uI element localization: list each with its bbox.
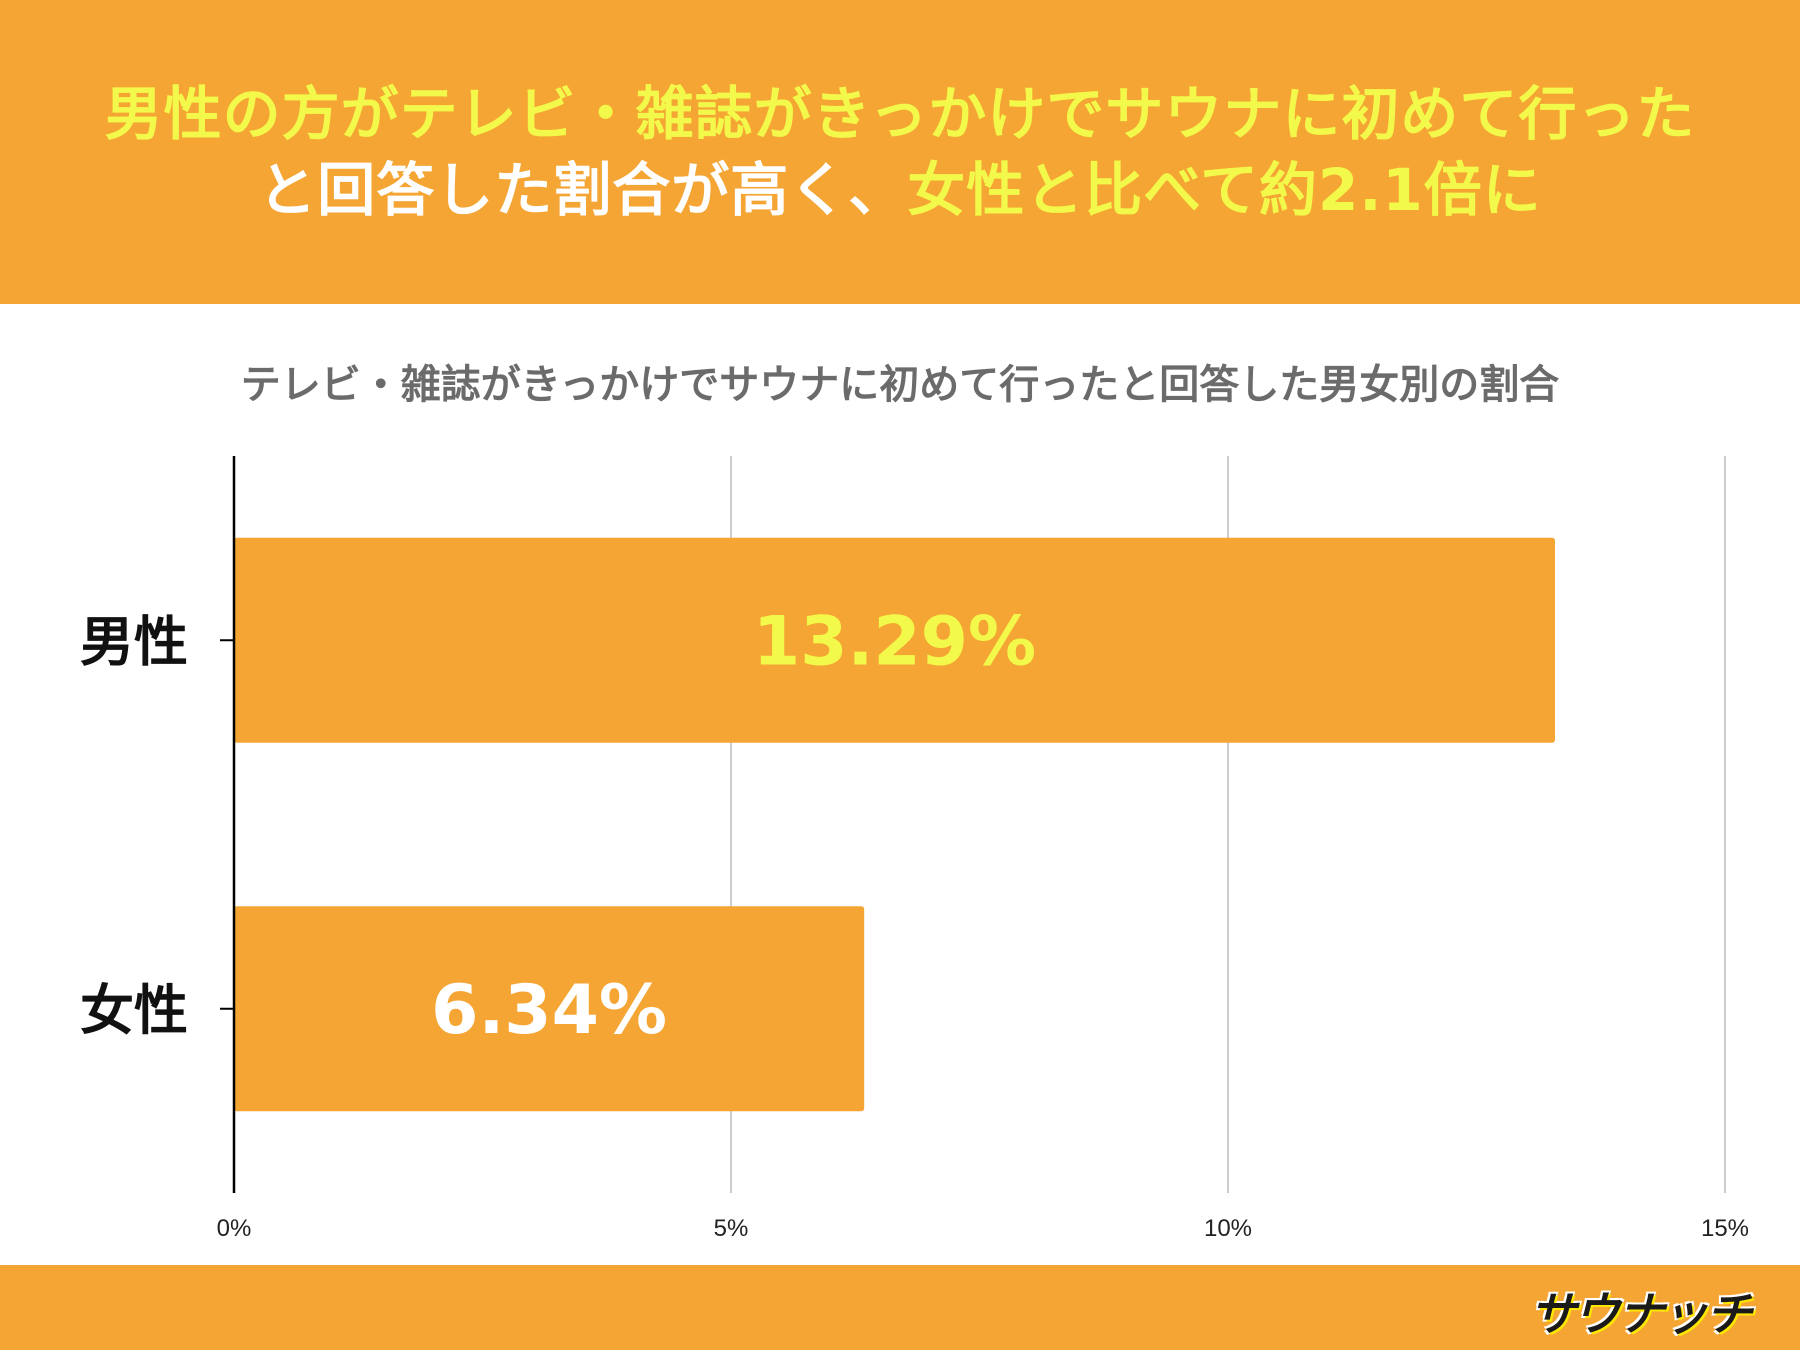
bar xyxy=(234,537,1556,743)
headline-line-1: 男性の方がテレビ・雑誌がきっかけでサウナに初めて行った xyxy=(105,76,1696,152)
bar xyxy=(234,906,865,1112)
category-label: 男性 xyxy=(80,610,188,673)
headline-segment: 女性と比べて約2.1倍に xyxy=(907,156,1542,224)
data-label: 13.29% xyxy=(753,602,1036,681)
x-tick-label: 0% xyxy=(217,1215,252,1242)
brand-logo: サウナッチ xyxy=(1530,1287,1752,1341)
footer-band xyxy=(0,1265,1800,1350)
headline-segment: 男性の方がテレビ・雑誌がきっかけでサウナに初めて行った xyxy=(104,80,1696,148)
headline-line-2: と回答した割合が高く、女性と比べて約2.1倍に xyxy=(258,152,1541,228)
headline-segment: と回答した割合が高く、 xyxy=(258,156,908,224)
x-tick-label: 10% xyxy=(1204,1215,1252,1242)
bar-chart: 0% 5% 10% 15% 13.29% 男性 6.34% 女性 xyxy=(80,456,1749,1242)
x-tick-label: 5% xyxy=(714,1215,749,1242)
data-label: 6.34% xyxy=(431,971,667,1050)
chart-title: テレビ・雑誌がきっかけでサウナに初めて行ったと回答した男女別の割合 xyxy=(240,362,1560,408)
category-label: 女性 xyxy=(80,979,188,1042)
x-tick-label: 15% xyxy=(1701,1215,1749,1242)
header-banner: 男性の方がテレビ・雑誌がきっかけでサウナに初めて行った と回答した割合が高く、女… xyxy=(0,0,1800,304)
